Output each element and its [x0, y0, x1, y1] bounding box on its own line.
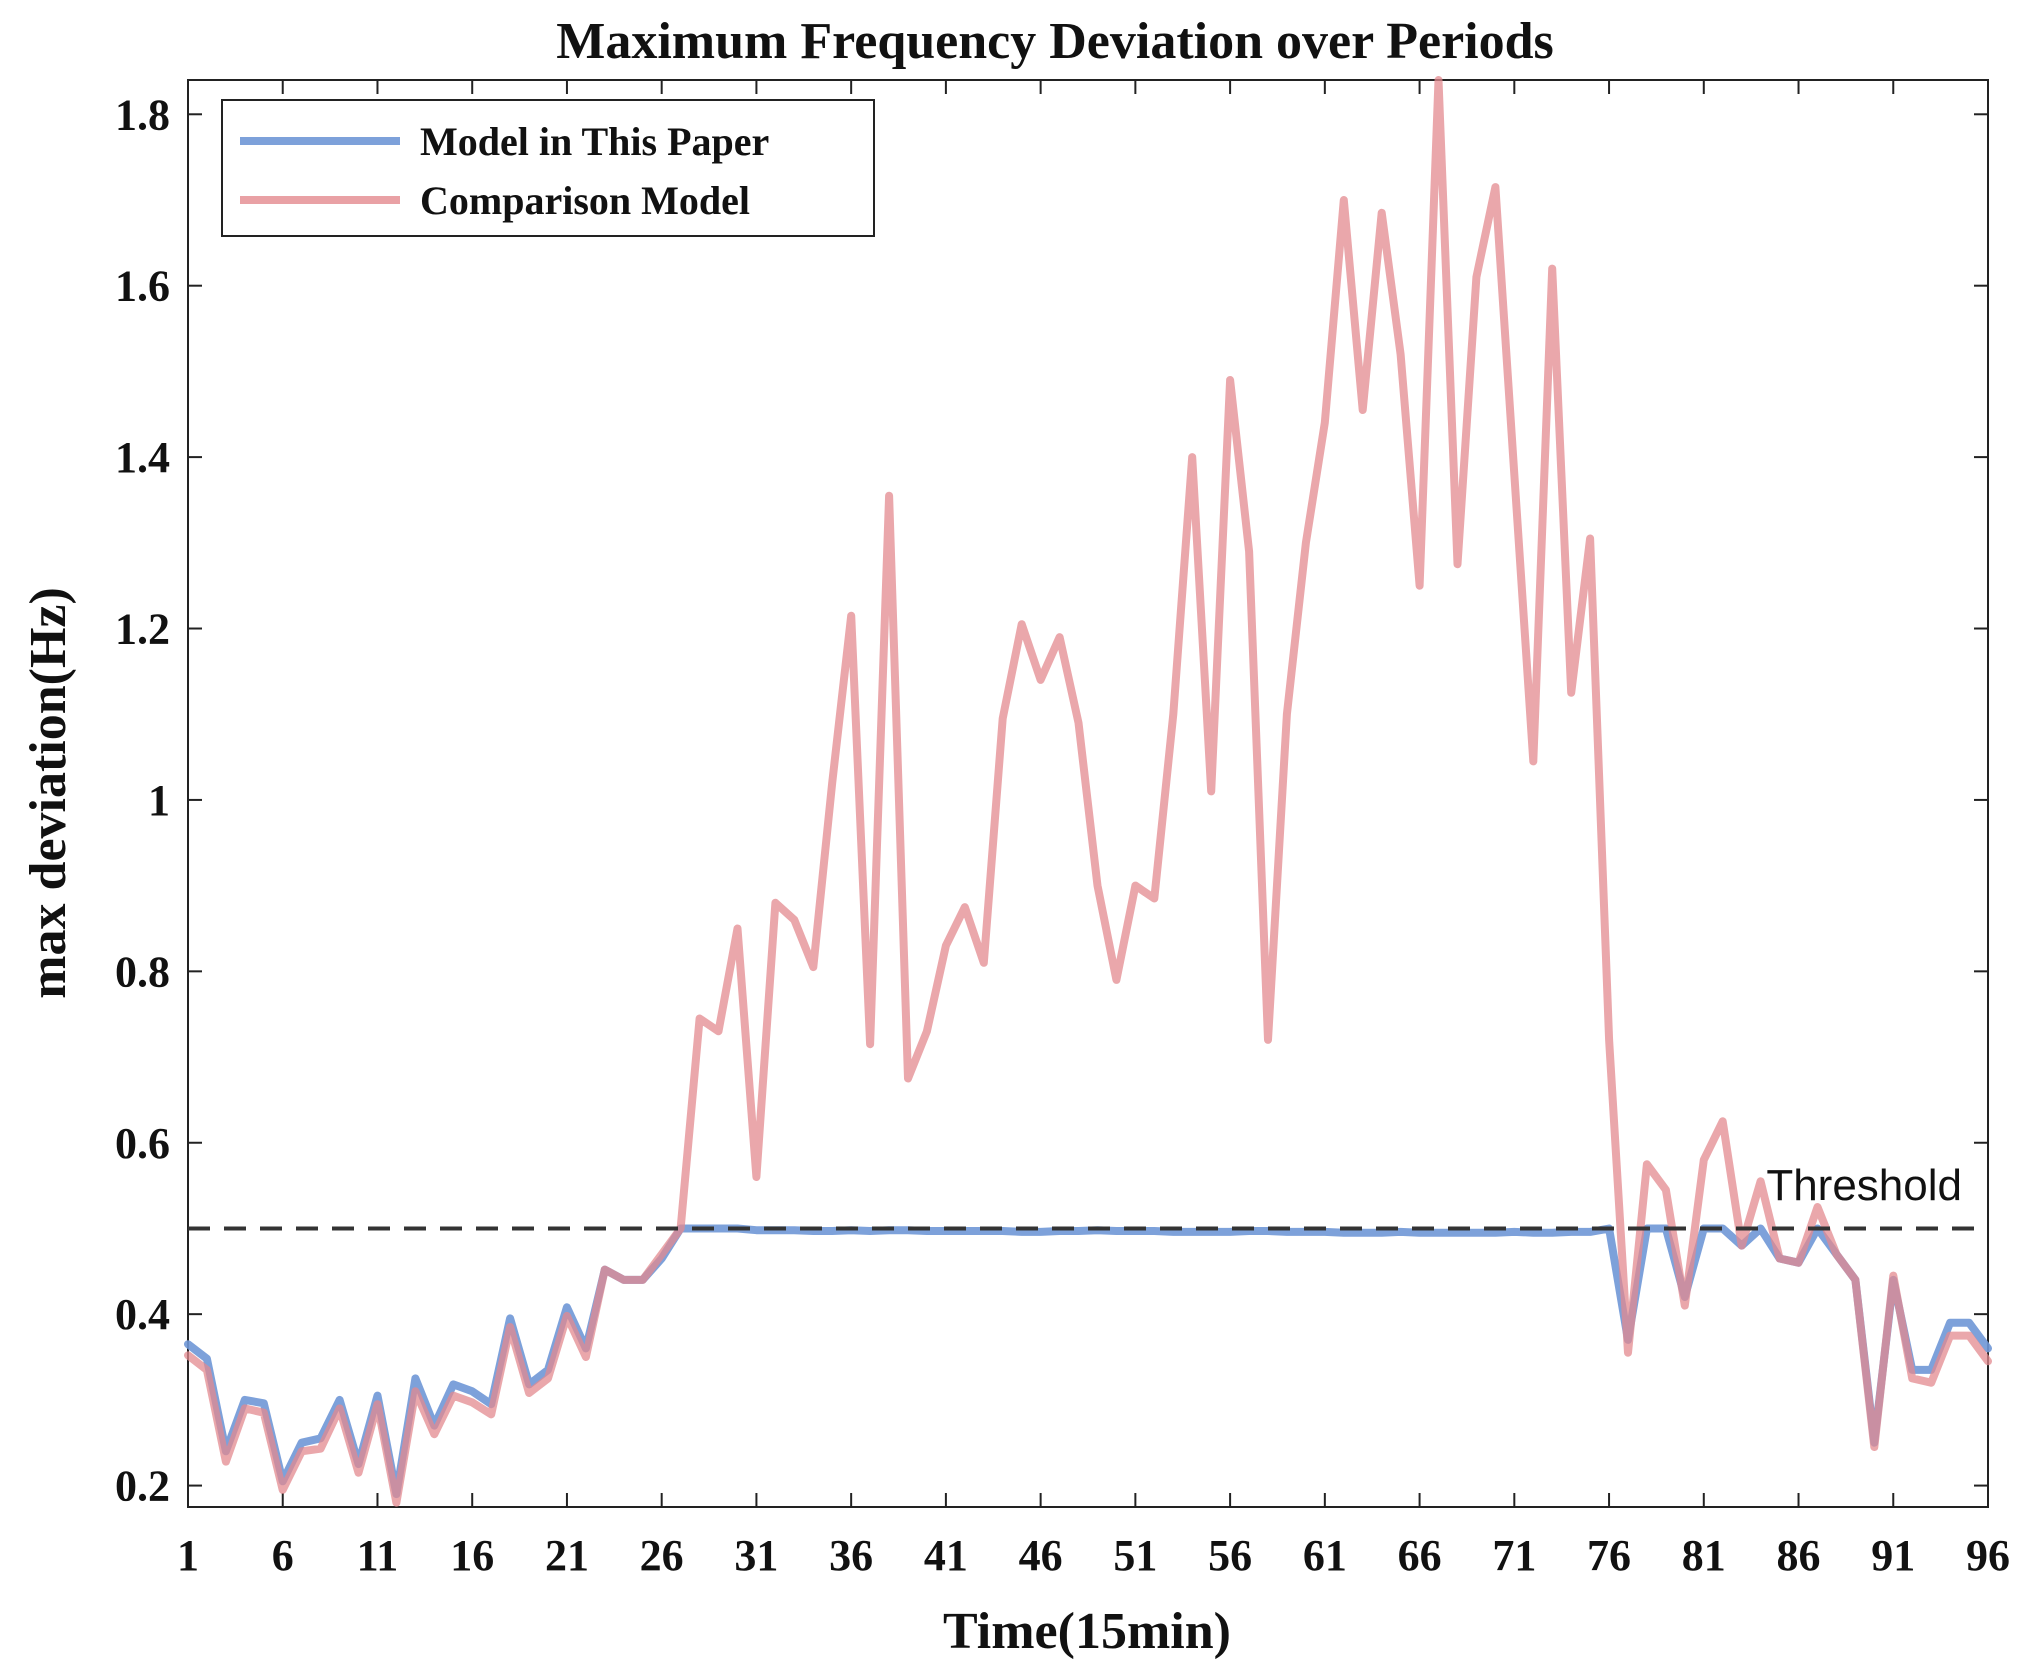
x-tick-label: 41 — [924, 1531, 968, 1580]
legend: Model in This Paper Comparison Model — [221, 99, 875, 237]
y-tick-label: 1 — [148, 776, 170, 825]
x-axis-label: Time(15min) — [943, 1603, 1231, 1660]
series-line-model-in-this-paper — [184, 1224, 1992, 1499]
y-tick-label: 0.2 — [115, 1462, 170, 1511]
x-tick-label: 56 — [1208, 1531, 1252, 1580]
y-tick-label: 1.2 — [115, 605, 170, 654]
x-tick-label: 31 — [734, 1531, 778, 1580]
plot-frame — [187, 79, 1989, 1508]
y-tick-label: 0.6 — [115, 1119, 170, 1168]
x-tick-label: 76 — [1587, 1531, 1631, 1580]
x-tick-label: 71 — [1492, 1531, 1536, 1580]
x-axis: 1 6 11 16 21 26 31 36 41 46 51 56 61 66 71 76 81 86 91 96 — [177, 80, 2010, 1580]
y-tick-label: 1.4 — [115, 433, 170, 482]
x-tick-label: 91 — [1871, 1531, 1915, 1580]
x-tick-label: 21 — [545, 1531, 589, 1580]
y-tick-label: 1.8 — [115, 90, 170, 139]
plot-area — [187, 79, 1989, 1508]
x-tick-label: 36 — [829, 1531, 873, 1580]
series-line-comparison-model — [184, 76, 1992, 1507]
series-layer — [184, 76, 1992, 1507]
x-tick-label: 66 — [1398, 1531, 1442, 1580]
legend-label-comparison: Comparison Model — [420, 178, 750, 223]
x-tick-label: 26 — [640, 1531, 684, 1580]
x-tick-label: 61 — [1303, 1531, 1347, 1580]
x-tick-label: 46 — [1019, 1531, 1063, 1580]
x-tick-label: 1 — [177, 1531, 199, 1580]
x-tick-label: 6 — [272, 1531, 294, 1580]
y-axis: 0.2 0.4 0.6 0.8 1 1.2 1.4 1.6 1.8 — [115, 90, 1988, 1511]
x-tick-label: 86 — [1777, 1531, 1821, 1580]
y-tick-label: 0.4 — [115, 1290, 170, 1339]
y-tick-label: 0.8 — [115, 947, 170, 996]
threshold-label: Threshold — [1766, 1161, 1962, 1210]
legend-label-model: Model in This Paper — [420, 119, 769, 164]
y-axis-label: max deviation(Hz) — [20, 587, 77, 999]
chart-title: Maximum Frequency Deviation over Periods — [556, 13, 1554, 70]
legend-box — [221, 99, 875, 237]
x-tick-label: 16 — [450, 1531, 494, 1580]
x-tick-label: 11 — [357, 1531, 399, 1580]
y-tick-label: 1.6 — [115, 262, 170, 311]
x-tick-label: 96 — [1966, 1531, 2010, 1580]
x-tick-label: 81 — [1682, 1531, 1726, 1580]
x-tick-label: 51 — [1113, 1531, 1157, 1580]
